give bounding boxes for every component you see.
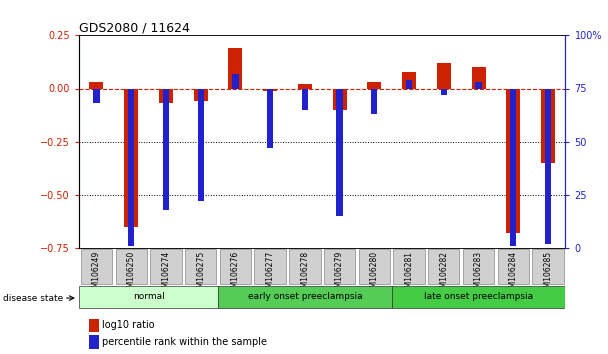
Bar <box>475 82 482 88</box>
Text: GSM106274: GSM106274 <box>161 251 170 297</box>
Text: GSM106249: GSM106249 <box>92 251 101 297</box>
Bar <box>336 88 343 216</box>
FancyBboxPatch shape <box>393 249 425 284</box>
Text: GSM106282: GSM106282 <box>440 251 448 297</box>
Bar <box>89 319 100 332</box>
FancyBboxPatch shape <box>255 249 286 284</box>
Bar <box>406 80 412 88</box>
Text: log10 ratio: log10 ratio <box>102 320 155 330</box>
FancyBboxPatch shape <box>463 249 494 284</box>
Bar <box>198 88 204 201</box>
Bar <box>333 88 347 110</box>
FancyBboxPatch shape <box>324 249 355 284</box>
FancyBboxPatch shape <box>289 249 320 284</box>
FancyBboxPatch shape <box>150 249 182 284</box>
Bar <box>89 82 103 88</box>
Bar <box>298 84 312 88</box>
Bar <box>510 88 516 246</box>
Text: GSM106281: GSM106281 <box>404 251 413 297</box>
Bar <box>229 48 243 88</box>
Bar <box>472 67 486 88</box>
FancyBboxPatch shape <box>428 249 460 284</box>
Text: percentile rank within the sample: percentile rank within the sample <box>102 337 268 347</box>
Bar <box>232 74 238 88</box>
FancyBboxPatch shape <box>219 249 251 284</box>
Bar <box>93 88 100 103</box>
Text: disease state: disease state <box>3 293 63 303</box>
Bar <box>371 88 378 114</box>
Text: normal: normal <box>133 292 164 301</box>
FancyBboxPatch shape <box>79 286 218 308</box>
Text: GSM106250: GSM106250 <box>126 251 136 297</box>
Bar <box>441 88 447 95</box>
Text: GDS2080 / 11624: GDS2080 / 11624 <box>79 21 190 34</box>
Bar <box>128 88 134 246</box>
Bar <box>163 88 169 210</box>
Bar <box>541 88 555 163</box>
Bar <box>124 88 138 227</box>
FancyBboxPatch shape <box>81 249 112 284</box>
Text: GSM106280: GSM106280 <box>370 251 379 297</box>
Text: GSM106279: GSM106279 <box>335 251 344 297</box>
Bar <box>159 88 173 103</box>
Bar <box>263 88 277 91</box>
Text: GSM106285: GSM106285 <box>544 251 553 297</box>
Text: GSM106276: GSM106276 <box>231 251 240 297</box>
Bar <box>267 88 273 148</box>
Text: late onset preeclampsia: late onset preeclampsia <box>424 292 533 301</box>
Bar <box>506 88 520 233</box>
Text: GSM106284: GSM106284 <box>509 251 518 297</box>
Bar <box>302 88 308 110</box>
Text: early onset preeclampsia: early onset preeclampsia <box>247 292 362 301</box>
FancyBboxPatch shape <box>185 249 216 284</box>
Bar <box>437 63 451 88</box>
FancyBboxPatch shape <box>533 249 564 284</box>
Bar <box>367 82 381 88</box>
FancyBboxPatch shape <box>116 249 147 284</box>
Bar <box>545 88 551 244</box>
Bar <box>402 72 416 88</box>
FancyBboxPatch shape <box>359 249 390 284</box>
FancyBboxPatch shape <box>498 249 529 284</box>
FancyBboxPatch shape <box>392 286 565 308</box>
Text: GSM106283: GSM106283 <box>474 251 483 297</box>
Text: GSM106275: GSM106275 <box>196 251 205 297</box>
Bar <box>194 88 207 101</box>
FancyBboxPatch shape <box>218 286 392 308</box>
Text: GSM106277: GSM106277 <box>266 251 275 297</box>
Text: GSM106278: GSM106278 <box>300 251 309 297</box>
Bar <box>89 335 100 349</box>
